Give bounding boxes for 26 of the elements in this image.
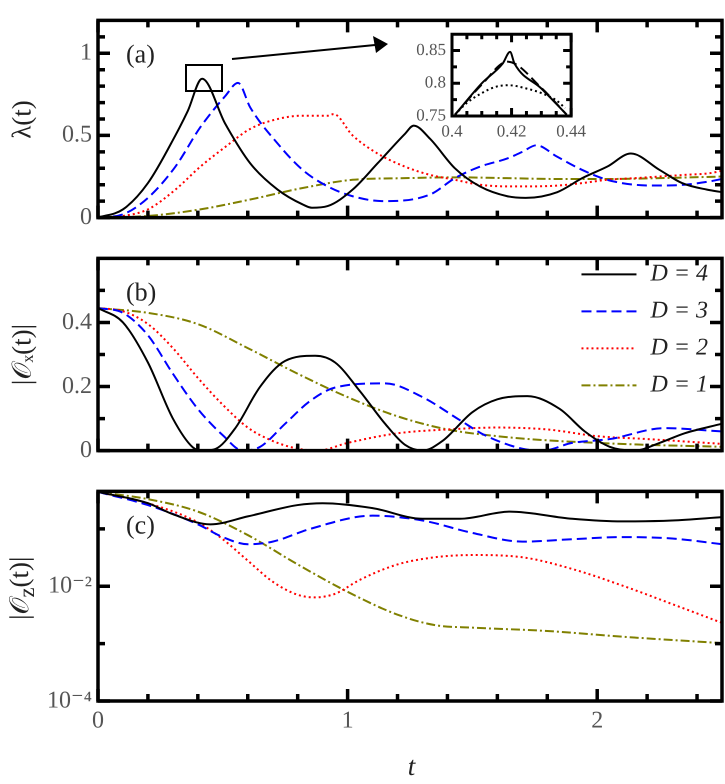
annotation: (a) bbox=[126, 39, 155, 68]
y-tick-label: 10⁻² bbox=[48, 572, 92, 599]
y-tick-label: 0 bbox=[80, 436, 92, 463]
y-tick-label: 0.8 bbox=[424, 72, 446, 92]
x-axis-title: t bbox=[406, 751, 417, 782]
legend-label: D = 4 bbox=[649, 260, 708, 287]
x-tick-label: 0.44 bbox=[556, 122, 586, 141]
y-axis-title: |𝒪ₓ(t)| bbox=[6, 322, 38, 387]
y-tick-label: 0.75 bbox=[416, 105, 446, 124]
y-tick-label: 0.5 bbox=[62, 122, 92, 148]
legend-label: D = 3 bbox=[649, 298, 708, 324]
x-tick-label: 0.4 bbox=[441, 122, 464, 141]
x-tick-label: 2 bbox=[591, 708, 604, 734]
y-tick-label: 0.2 bbox=[62, 372, 92, 399]
annotation: (b) bbox=[126, 277, 156, 306]
y-tick-label: 1 bbox=[80, 40, 92, 66]
legend-label: D = 1 bbox=[649, 372, 708, 398]
x-tick-label: 0.42 bbox=[496, 122, 526, 141]
y-axis-title: λ(t) bbox=[6, 99, 38, 141]
y-tick-label: 0.85 bbox=[416, 40, 446, 60]
y-tick-label: 0 bbox=[80, 204, 92, 230]
legend-label: D = 2 bbox=[649, 334, 708, 361]
y-tick-label: 0.4 bbox=[62, 308, 92, 335]
y-tick-label: 10⁻⁴ bbox=[46, 687, 92, 714]
x-tick-label: 1 bbox=[342, 708, 354, 734]
annotation: (c) bbox=[126, 510, 155, 540]
